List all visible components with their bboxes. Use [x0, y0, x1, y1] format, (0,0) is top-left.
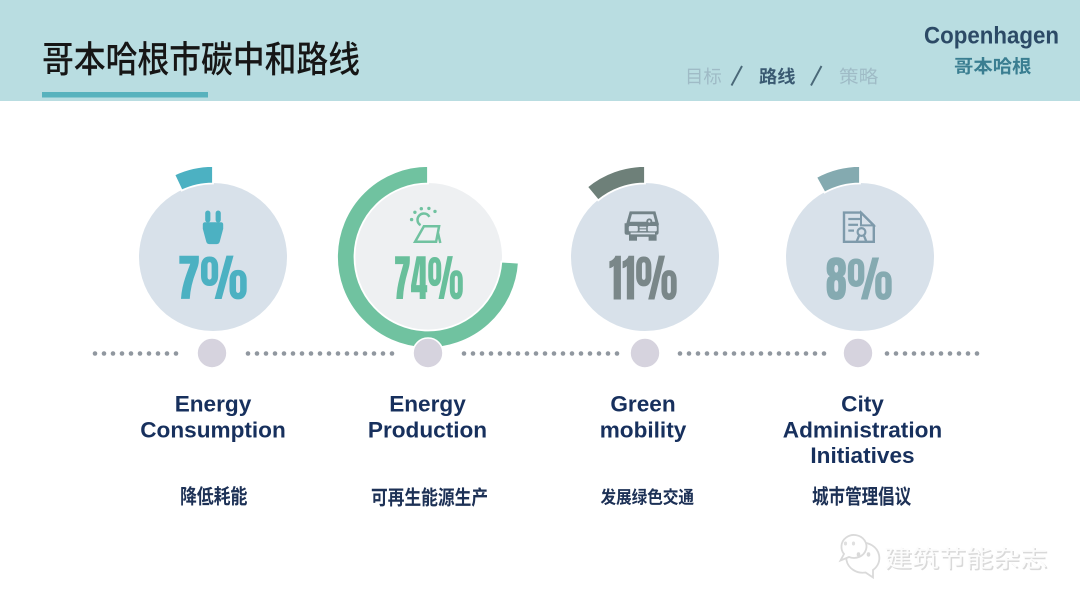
svg-text:Consumption: Consumption: [140, 417, 286, 442]
svg-text:Energy: Energy: [389, 392, 466, 417]
svg-text:City: City: [841, 392, 884, 417]
svg-text:Initiatives: Initiatives: [810, 443, 914, 468]
svg-text:Administration: Administration: [783, 417, 942, 442]
svg-text:Green: Green: [610, 392, 675, 417]
svg-text:Copenhagen: Copenhagen: [924, 22, 1059, 49]
svg-text:Energy: Energy: [175, 392, 252, 417]
svg-text:Production: Production: [368, 417, 487, 442]
svg-text:mobility: mobility: [600, 417, 687, 442]
